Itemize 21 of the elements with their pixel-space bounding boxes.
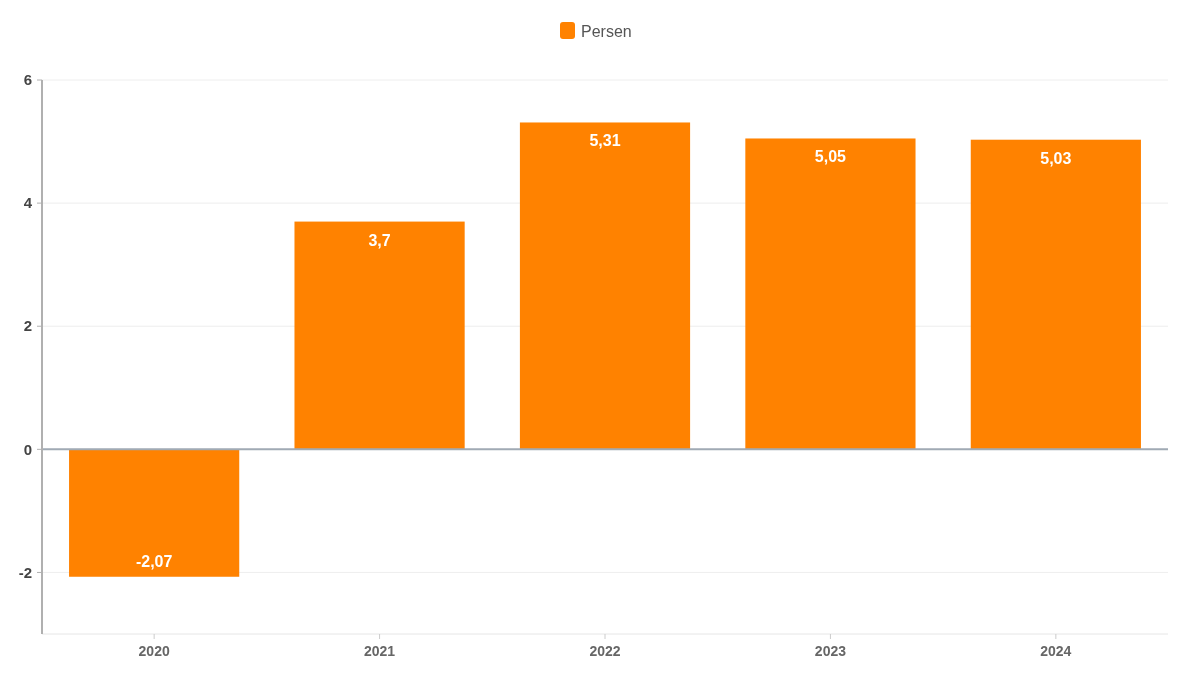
- data-label: -2,07: [135, 552, 173, 570]
- bar: [69, 449, 240, 577]
- data-label: 3,7: [368, 231, 391, 249]
- y-tick-label: 4: [23, 194, 33, 212]
- bar: [745, 138, 916, 450]
- y-tick-label: 0: [23, 440, 32, 458]
- data-label: 5,03: [1040, 149, 1072, 167]
- x-tick-label: 2022: [589, 643, 621, 659]
- bar: [294, 221, 465, 450]
- x-tick-label: 2024: [1040, 643, 1072, 659]
- bar: [970, 139, 1141, 450]
- data-label: 5,31: [589, 132, 621, 150]
- legend-label: Persen: [581, 22, 632, 40]
- x-tick-label: 2023: [814, 643, 847, 659]
- data-label: 5,05: [814, 148, 847, 166]
- y-tick-label: 6: [23, 71, 32, 89]
- bar: [519, 122, 691, 450]
- x-tick-label: 2020: [138, 643, 170, 659]
- y-tick-label: -2: [18, 563, 32, 581]
- x-tick-label: 2021: [364, 643, 396, 659]
- y-tick-label: 2: [23, 317, 32, 335]
